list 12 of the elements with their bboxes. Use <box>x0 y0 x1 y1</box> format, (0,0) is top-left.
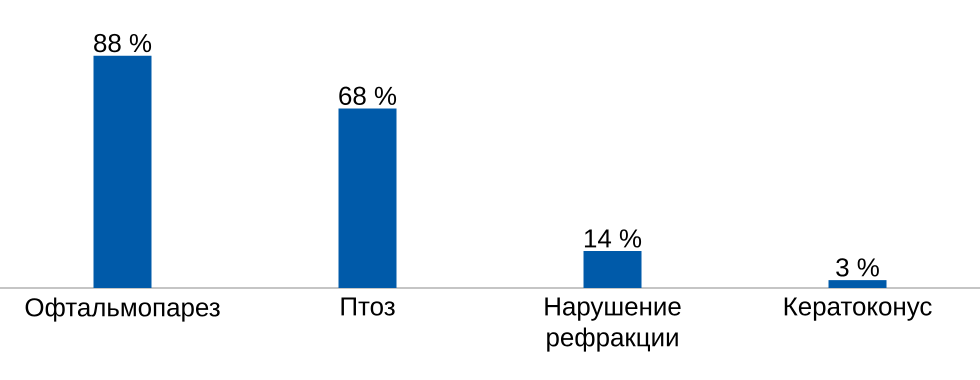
x-tick-label: Нарушение рефракции <box>545 298 681 352</box>
bar <box>828 280 887 288</box>
bar <box>338 108 397 288</box>
bar <box>584 251 642 288</box>
data-label: 88 % <box>94 34 152 52</box>
x-tick-label: Офтальмопарез <box>26 298 220 322</box>
x-tick-label: Птоз <box>342 298 395 316</box>
data-label: 68 % <box>339 86 396 105</box>
bar <box>94 56 152 288</box>
x-tick-label: Кератоконус <box>784 298 932 321</box>
data-label: 3 % <box>836 258 879 277</box>
data-label: 14 % <box>584 229 642 248</box>
